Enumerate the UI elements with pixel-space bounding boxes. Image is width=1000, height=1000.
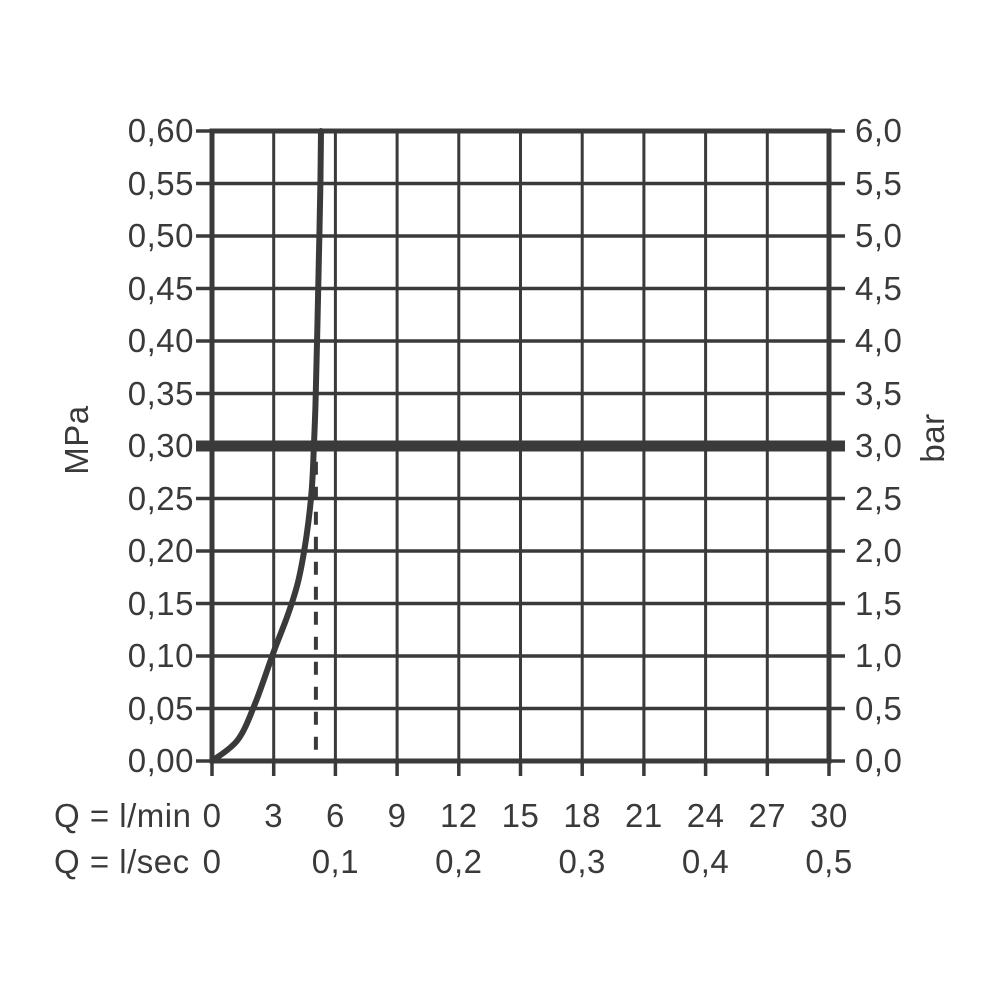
x-lsec-tick-label: 0,3 (558, 843, 606, 880)
x-lmin-tick-label: 9 (387, 797, 407, 834)
y-right-tick-label: 6,0 (855, 112, 903, 149)
y-right-tick-label: 3,5 (855, 374, 903, 412)
x-lsec-tick-label: 0,1 (311, 843, 360, 880)
y-left-tick-label: 0,30 (127, 427, 194, 464)
y-right-tick-label: 0,0 (855, 742, 903, 779)
x-lmin-tick-label: 15 (501, 797, 540, 834)
x-lsec-tick-label: 0 (202, 843, 222, 880)
y-right-tick-label: 2,5 (855, 479, 903, 517)
x-lmin-tick-label: 3 (264, 797, 284, 834)
flow-curve (209, 128, 324, 764)
y-left-tick-label: 0,45 (127, 269, 194, 307)
x-lmin-tick-label: 18 (563, 797, 602, 834)
y-right-tick-label: 1,5 (855, 584, 903, 622)
y-right-tick-label: 1,0 (855, 637, 903, 674)
x-lsec-tick-label: 0,2 (435, 843, 483, 880)
x-lmin-tick-label: 12 (439, 797, 478, 834)
y-right-tick-label: 4,0 (855, 322, 903, 359)
x-lmin-tick-label: 27 (748, 797, 787, 834)
y-left-tick-label: 0,40 (127, 322, 194, 359)
x-axis-lsec-label: Q = l/sec (54, 843, 190, 880)
y-right-tick-label: 2,0 (855, 532, 903, 569)
y-left-tick-label: 0,25 (127, 479, 194, 517)
y-left-tick-label: 0,10 (127, 637, 194, 674)
y-right-tick-label: 5,0 (855, 217, 903, 254)
y-right-tick-label: 0,5 (855, 689, 903, 727)
x-lmin-tick-label: 21 (625, 797, 663, 834)
y-left-tick-label: 0,20 (127, 532, 194, 569)
y-left-tick-label: 0,05 (127, 689, 194, 727)
y-left-tick-label: 0,55 (127, 164, 194, 202)
x-lsec-tick-label: 0,5 (805, 843, 853, 880)
x-lsec-tick-label: 0,4 (681, 843, 730, 880)
x-lmin-tick-label: 0 (202, 797, 222, 834)
y-right-tick-label: 4,5 (855, 269, 903, 307)
y-left-tick-label: 0,60 (127, 112, 194, 149)
y-left-tick-label: 0,15 (127, 584, 194, 622)
y-left-tick-label: 0,50 (127, 217, 194, 254)
x-lmin-tick-label: 24 (686, 797, 725, 834)
x-axis-lmin-label: Q = l/min (54, 797, 192, 834)
y-right-tick-label: 5,5 (855, 164, 903, 202)
y-right-tick-label: 3,0 (855, 427, 903, 464)
y-left-tick-label: 0,00 (127, 742, 194, 779)
x-lmin-tick-label: 30 (810, 797, 848, 834)
x-lmin-tick-label: 6 (325, 797, 345, 834)
right-axis-unit-label: bar (914, 413, 951, 463)
y-left-tick-label: 0,35 (127, 374, 194, 412)
